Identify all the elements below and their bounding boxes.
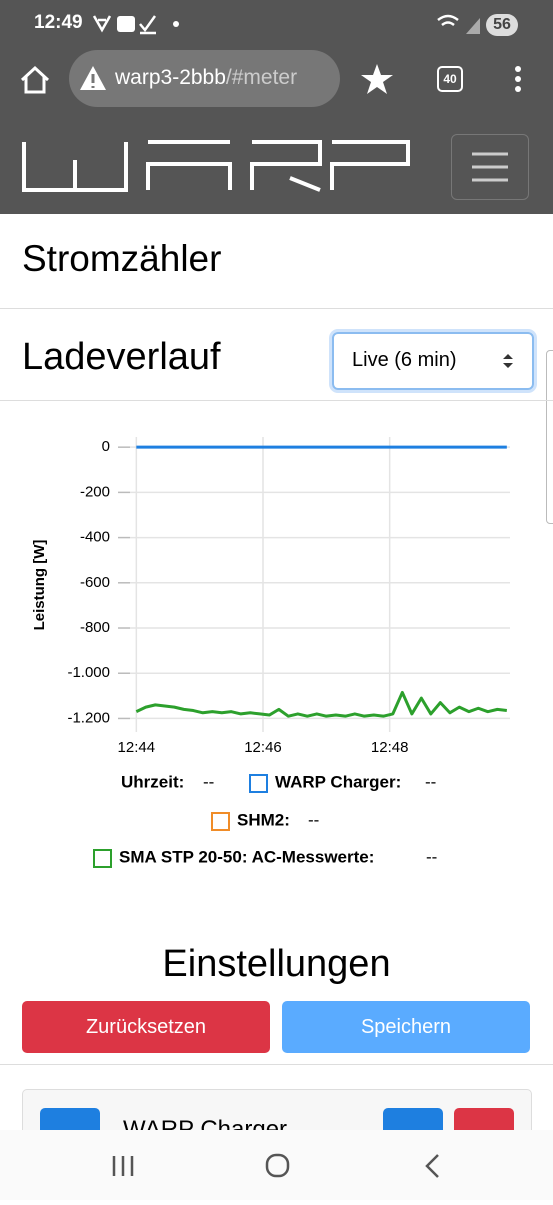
legend-time-label: Uhrzeit: (121, 772, 184, 791)
legend-value: -- (425, 772, 436, 791)
warning-icon (80, 66, 106, 90)
nav-bar (0, 1130, 553, 1200)
y-tick-label: -400 (80, 529, 110, 546)
y-tick-label: -1.200 (67, 709, 110, 726)
url-host: warp3-2bbb (115, 66, 226, 89)
legend-swatch (93, 849, 112, 868)
warp-logo (22, 140, 410, 192)
legend-label: SMA STP 20-50: AC-Messwerte: (119, 847, 374, 866)
menu-dots[interactable] (508, 64, 528, 94)
top-chrome (0, 0, 553, 214)
x-tick-label: 12:48 (371, 739, 409, 756)
divider (0, 308, 553, 309)
url-bar[interactable] (69, 50, 340, 107)
range-select[interactable]: Live (6 min) (332, 332, 534, 390)
series-line (135, 690, 508, 718)
divider (0, 400, 553, 401)
legend-value: -- (308, 810, 319, 829)
reset-button[interactable]: Zurücksetzen (22, 1001, 270, 1053)
settings-title: Einstellungen (162, 943, 391, 985)
legend-time-value: -- (203, 772, 214, 791)
page-title: Stromzähler (22, 238, 222, 279)
nav-icons (112, 1153, 439, 1178)
legend-value: -- (426, 847, 437, 866)
legend-swatch (249, 774, 268, 793)
y-tick-label: -1.000 (67, 664, 110, 681)
battery: 56 (486, 14, 518, 36)
home-button[interactable] (18, 64, 52, 96)
tab-count[interactable]: 40 (437, 66, 463, 92)
divider (0, 1064, 553, 1065)
legend-swatch (211, 812, 230, 831)
x-tick-label: 12:44 (118, 739, 156, 756)
x-tick-label: 12:46 (244, 739, 282, 756)
y-tick-label: -200 (80, 483, 110, 500)
hamburger-icon (472, 152, 508, 182)
nav-toggle[interactable] (451, 134, 529, 200)
signal-icons (437, 14, 480, 34)
y-tick-label: -800 (80, 619, 110, 636)
select-value: Live (6 min) (352, 349, 457, 371)
chart: Leistung [W] 0 -200 -400 -600 -800 -1.000 -1.2… (31, 437, 510, 868)
status-icons (92, 15, 179, 35)
clock: 12:49 (34, 12, 83, 33)
url: warp3-2bbb/#meter (115, 66, 297, 90)
y-tick-label: 0 (102, 438, 110, 455)
save-button[interactable]: Speichern (282, 1001, 530, 1053)
section-title: Ladeverlauf (22, 336, 221, 378)
legend-label: SHM2: (237, 810, 290, 829)
url-path: /#meter (225, 66, 298, 89)
y-tick-label: -600 (80, 574, 110, 591)
select-arrows (503, 354, 513, 368)
y-axis-label: Leistung [W] (31, 540, 48, 631)
scroll-indicator (546, 350, 553, 524)
bookmark-star[interactable] (360, 62, 394, 96)
legend-label: WARP Charger: (275, 772, 401, 791)
